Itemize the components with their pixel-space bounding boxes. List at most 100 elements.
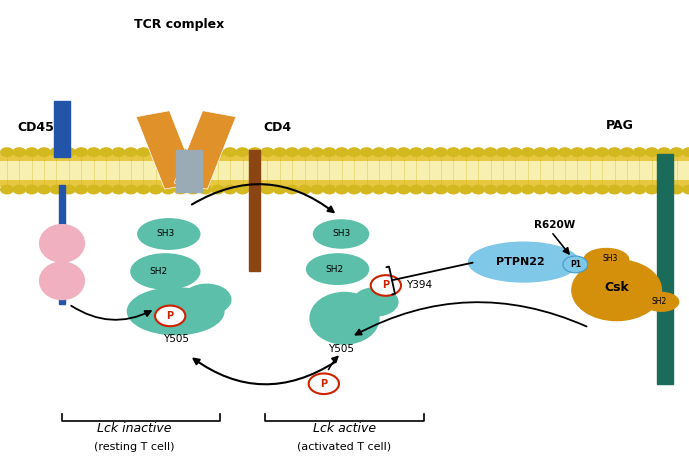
Circle shape	[410, 185, 422, 194]
Circle shape	[137, 185, 150, 194]
Circle shape	[274, 185, 286, 194]
Circle shape	[371, 275, 401, 296]
Circle shape	[484, 185, 497, 194]
Bar	[249, 150, 260, 271]
Circle shape	[25, 185, 38, 194]
Circle shape	[311, 148, 323, 156]
Circle shape	[224, 185, 236, 194]
Ellipse shape	[138, 219, 200, 249]
FancyBboxPatch shape	[136, 111, 198, 189]
Circle shape	[385, 148, 398, 156]
Circle shape	[348, 148, 360, 156]
Circle shape	[646, 185, 658, 194]
Circle shape	[608, 185, 621, 194]
Circle shape	[75, 185, 88, 194]
Text: Y505: Y505	[328, 344, 354, 354]
Circle shape	[38, 148, 50, 156]
Ellipse shape	[353, 288, 398, 316]
Text: Y505: Y505	[163, 334, 189, 344]
Circle shape	[621, 148, 633, 156]
Circle shape	[422, 185, 435, 194]
Circle shape	[155, 306, 185, 326]
Circle shape	[249, 148, 261, 156]
Circle shape	[100, 148, 112, 156]
Circle shape	[683, 185, 689, 194]
Circle shape	[410, 148, 422, 156]
Circle shape	[608, 148, 621, 156]
Text: (activated T cell): (activated T cell)	[298, 442, 391, 452]
Circle shape	[658, 148, 670, 156]
Circle shape	[559, 148, 571, 156]
Circle shape	[13, 148, 25, 156]
Ellipse shape	[127, 288, 224, 335]
Circle shape	[150, 185, 162, 194]
Text: (resting T cell): (resting T cell)	[94, 442, 174, 452]
Circle shape	[50, 185, 63, 194]
Circle shape	[298, 185, 311, 194]
Circle shape	[323, 148, 336, 156]
Circle shape	[336, 185, 348, 194]
FancyBboxPatch shape	[0, 154, 689, 187]
Circle shape	[633, 185, 646, 194]
Circle shape	[88, 148, 100, 156]
FancyBboxPatch shape	[0, 161, 689, 180]
Ellipse shape	[572, 260, 661, 321]
Circle shape	[199, 148, 212, 156]
Bar	[59, 185, 65, 304]
Circle shape	[460, 148, 472, 156]
Ellipse shape	[310, 292, 379, 344]
Circle shape	[162, 185, 174, 194]
Circle shape	[311, 185, 323, 194]
Circle shape	[212, 185, 224, 194]
Text: P: P	[382, 280, 389, 291]
Circle shape	[150, 148, 162, 156]
Text: SH3: SH3	[602, 254, 617, 263]
Circle shape	[385, 185, 398, 194]
Text: TCR complex: TCR complex	[134, 18, 224, 31]
Text: P1: P1	[570, 260, 581, 269]
Circle shape	[534, 148, 546, 156]
Ellipse shape	[313, 220, 369, 248]
Circle shape	[1, 148, 13, 156]
Circle shape	[323, 185, 336, 194]
Circle shape	[174, 148, 187, 156]
Circle shape	[683, 148, 689, 156]
Text: Lck active: Lck active	[313, 422, 376, 435]
Circle shape	[1, 185, 13, 194]
Circle shape	[584, 185, 596, 194]
Circle shape	[112, 185, 125, 194]
Circle shape	[633, 148, 646, 156]
Bar	[189, 150, 202, 192]
Circle shape	[38, 185, 50, 194]
Circle shape	[447, 148, 460, 156]
Circle shape	[534, 185, 546, 194]
Circle shape	[25, 148, 38, 156]
Circle shape	[584, 148, 596, 156]
Circle shape	[261, 148, 274, 156]
Circle shape	[336, 148, 348, 156]
Bar	[176, 150, 188, 192]
Ellipse shape	[644, 292, 679, 311]
Circle shape	[50, 148, 63, 156]
Circle shape	[670, 148, 683, 156]
Circle shape	[559, 185, 571, 194]
Circle shape	[509, 185, 522, 194]
Text: SH2: SH2	[652, 297, 667, 307]
Text: CD45: CD45	[17, 121, 54, 134]
Bar	[54, 101, 70, 157]
Text: Csk: Csk	[604, 281, 629, 294]
Circle shape	[472, 185, 484, 194]
Circle shape	[596, 148, 608, 156]
Circle shape	[563, 256, 588, 273]
Ellipse shape	[469, 242, 579, 282]
Circle shape	[63, 148, 75, 156]
Circle shape	[112, 148, 125, 156]
Circle shape	[125, 185, 137, 194]
Circle shape	[546, 148, 559, 156]
Circle shape	[13, 185, 25, 194]
Ellipse shape	[183, 284, 231, 314]
Circle shape	[373, 148, 385, 156]
Circle shape	[522, 185, 534, 194]
Circle shape	[261, 185, 274, 194]
Text: SH2: SH2	[150, 267, 167, 276]
